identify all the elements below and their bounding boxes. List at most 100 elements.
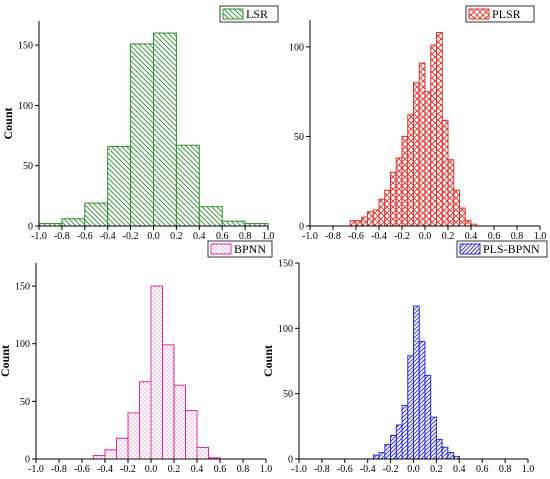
chart-1-x-tick-label-1: -0.8 bbox=[325, 231, 341, 242]
chart-0-y-tick-label-3: 150 bbox=[18, 41, 33, 52]
chart-3-y-tick-label-0: 0 bbox=[288, 455, 293, 466]
chart-2-x-tick-label-9: 0.8 bbox=[237, 464, 250, 475]
chart-3-y-label: Count bbox=[261, 345, 275, 377]
chart-3-bar-8 bbox=[418, 340, 426, 460]
chart-1-bar-7 bbox=[390, 171, 397, 227]
chart-1-y-tick-label-0: 0 bbox=[299, 222, 304, 233]
chart-2-bar-8 bbox=[185, 410, 198, 460]
chart-1-bar-18 bbox=[453, 189, 460, 227]
chart-1-y-tick-label-1: 50 bbox=[294, 132, 304, 143]
chart-1-bar-13 bbox=[424, 91, 432, 227]
chart-2-x-tick-label-10: 1.0 bbox=[260, 464, 273, 475]
chart-1-x-tick-label-6: 0.2 bbox=[442, 231, 455, 242]
chart-3-bar-10 bbox=[430, 416, 437, 460]
chart-1-bar-6 bbox=[384, 189, 391, 227]
chart-2-y-tick-label-1: 50 bbox=[20, 397, 30, 408]
chart-0-bar-8 bbox=[221, 220, 246, 227]
chart-0-x-tick-label-8: 0.6 bbox=[216, 231, 229, 242]
chart-3-bar-2 bbox=[384, 444, 392, 460]
chart-0-x-tick-label-7: 0.4 bbox=[193, 231, 206, 242]
chart-2-x-tick-label-8: 0.6 bbox=[214, 464, 227, 475]
chart-0-x-tick-label-4: -0.2 bbox=[123, 231, 139, 242]
chart-0-x-tick-label-6: 0.2 bbox=[170, 231, 183, 242]
chart-1-bar-17 bbox=[447, 159, 455, 227]
chart-2-legend-label: BPNN bbox=[234, 242, 266, 256]
chart-3-x-tick-label-5: 0.0 bbox=[407, 464, 420, 475]
chart-1-x-tick-label-0: -1.0 bbox=[302, 231, 318, 242]
pls-bpnn-panel: -1.0 -0.8 -0.6 -0.4 -0.2 0.0 0.2 0.4 0.6 0.8 1.0 0 5… bbox=[261, 240, 548, 475]
chart-3-bar-1 bbox=[378, 451, 386, 460]
chart-0-legend-swatch bbox=[222, 8, 244, 20]
chart-1-bar-12 bbox=[418, 62, 426, 227]
plsr-panel: -1.0 -0.8 -0.6 -0.4 -0.2 0.0 0.2 0.4 0.6 0.8 1.0 0 5… bbox=[289, 5, 547, 242]
chart-2-x-tick-label-6: 0.2 bbox=[168, 464, 181, 475]
chart-2-legend-swatch bbox=[210, 243, 232, 255]
chart-1-bar-14 bbox=[430, 44, 437, 227]
chart-0-bar-5 bbox=[153, 32, 177, 227]
chart-1-bar-15 bbox=[436, 32, 443, 227]
chart-3-x-tick-label-9: 0.8 bbox=[499, 464, 512, 475]
bpnn-panel: -1.0 -0.8 -0.6 -0.4 -0.2 0.0 0.2 0.4 0.6 0.8 1.0 0 5… bbox=[0, 240, 273, 475]
chart-3-bar-12 bbox=[441, 446, 449, 460]
chart-3-bar-9 bbox=[424, 374, 432, 460]
chart-1-bar-2 bbox=[361, 216, 368, 227]
chart-1-y-tick-label-2: 100 bbox=[289, 42, 304, 53]
chart-2-bar-0 bbox=[93, 455, 106, 460]
chart-0-x-tick-label-5: 0.0 bbox=[147, 231, 160, 242]
chart-3-bar-4 bbox=[395, 424, 403, 460]
chart-3-bar-5 bbox=[401, 404, 409, 460]
chart-3-y-tick-label-3: 150 bbox=[278, 259, 293, 270]
chart-2-x-tick-label-3: -0.4 bbox=[97, 464, 113, 475]
chart-1-x-tick-label-3: -0.4 bbox=[371, 231, 387, 242]
chart-2-x-tick-label-5: 0.0 bbox=[145, 464, 158, 475]
chart-2-legend: BPNN bbox=[207, 240, 273, 258]
chart-1-x-tick-label-5: 0.0 bbox=[419, 231, 432, 242]
chart-2-bar-5 bbox=[150, 285, 163, 460]
chart-0-bar-2 bbox=[84, 202, 109, 227]
chart-0-y-tick-label-2: 100 bbox=[18, 101, 33, 112]
chart-0-bar-7 bbox=[198, 206, 223, 227]
chart-1-x-tick-label-10: 1.0 bbox=[534, 231, 547, 242]
chart-1-bar-19 bbox=[459, 207, 466, 227]
chart-1-bar-8 bbox=[395, 157, 403, 227]
chart-1-x-tick-label-8: 0.6 bbox=[488, 231, 501, 242]
chart-2-y-tick-label-3: 150 bbox=[15, 282, 30, 293]
chart-0-bar-6 bbox=[175, 144, 200, 227]
chart-3-y-tick-label-1: 50 bbox=[283, 389, 293, 400]
chart-1-bar-9 bbox=[401, 135, 409, 227]
chart-0-x-tick-label-10: 1.0 bbox=[262, 231, 275, 242]
chart-1-x-tick-label-4: -0.2 bbox=[394, 231, 410, 242]
chart-0-y-label: Count bbox=[1, 107, 15, 139]
chart-1-x-tick-label-2: -0.6 bbox=[348, 231, 364, 242]
chart-0-legend-label: LSR bbox=[246, 7, 268, 21]
chart-1-legend: PLSR bbox=[465, 5, 535, 23]
chart-1-bar-3 bbox=[367, 211, 374, 227]
chart-3-x-tick-label-3: -0.4 bbox=[360, 464, 376, 475]
chart-3-x-tick-label-2: -0.6 bbox=[337, 464, 353, 475]
chart-3-x-tick-label-7: 0.4 bbox=[453, 464, 466, 475]
chart-3-x-tick-label-6: 0.2 bbox=[430, 464, 443, 475]
chart-3-legend-label: PLS-BPNN bbox=[483, 242, 540, 256]
chart-1-bar-5 bbox=[378, 198, 386, 227]
chart-1-x-tick-label-7: 0.4 bbox=[465, 231, 478, 242]
lsr-panel: -1.0 -0.8 -0.6 -0.4 -0.2 0.0 0.2 0.4 0.6 0.8 1.0 0 5… bbox=[1, 5, 279, 242]
chart-2-x-tick-label-2: -0.6 bbox=[74, 464, 90, 475]
chart-2-y-label: Count bbox=[0, 345, 12, 377]
chart-0-y-tick-label-0: 0 bbox=[28, 222, 33, 233]
chart-2-x-tick-label-0: -1.0 bbox=[28, 464, 44, 475]
chart-0-x-tick-label-3: -0.4 bbox=[100, 231, 116, 242]
chart-1-bar-10 bbox=[407, 114, 414, 227]
chart-0-bar-4 bbox=[130, 43, 155, 227]
chart-0-x-tick-label-2: -0.6 bbox=[77, 231, 93, 242]
chart-2-bar-3 bbox=[127, 412, 140, 460]
chart-2-bar-9 bbox=[196, 446, 209, 460]
chart-2-x-tick-label-7: 0.4 bbox=[191, 464, 204, 475]
chart-2-bar-7 bbox=[173, 384, 186, 460]
chart-3-bar-11 bbox=[435, 438, 443, 460]
chart-2-x-tick-label-1: -0.8 bbox=[51, 464, 67, 475]
chart-3-bar-13 bbox=[447, 451, 455, 460]
chart-3-bar-0 bbox=[372, 454, 380, 460]
chart-2-bar-4 bbox=[139, 381, 152, 460]
chart-3-bar-7 bbox=[413, 305, 420, 460]
